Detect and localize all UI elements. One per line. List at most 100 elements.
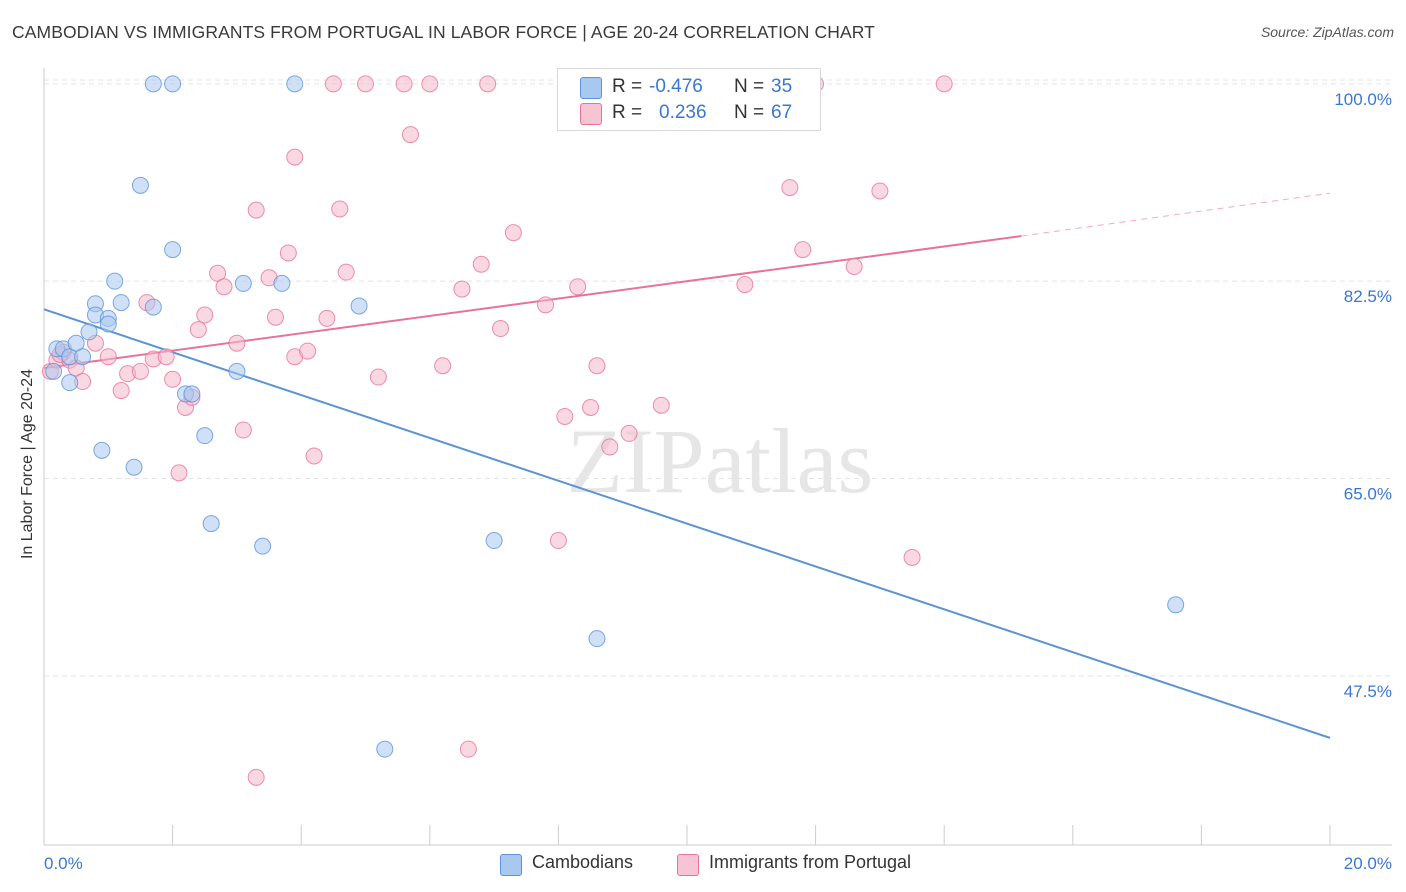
legend-swatch-pink	[677, 854, 699, 876]
data-point	[652, 396, 670, 414]
legend-swatch-pink	[580, 103, 602, 125]
data-point	[196, 427, 214, 445]
data-point	[61, 374, 79, 392]
data-point	[279, 244, 297, 262]
data-point	[485, 532, 503, 550]
y-tick-label: 47.5%	[1344, 682, 1392, 701]
data-point	[247, 201, 265, 219]
legend-swatch-blue	[580, 77, 602, 99]
data-point	[196, 306, 214, 324]
data-point	[215, 278, 233, 296]
data-point	[434, 357, 452, 375]
n-label: N =	[734, 76, 765, 97]
trend-lines	[43, 192, 1331, 739]
data-point	[183, 385, 201, 403]
data-point	[93, 441, 111, 459]
data-point	[106, 272, 124, 290]
r-label: R =	[612, 102, 643, 123]
legend-label: Immigrants from Portugal	[709, 852, 912, 872]
data-point	[228, 362, 246, 380]
gridlines	[44, 79, 1392, 677]
data-point	[112, 294, 130, 312]
r-value: -0.476	[649, 76, 703, 97]
r-value: 0.236	[659, 102, 707, 123]
data-point	[202, 515, 220, 533]
data-point	[131, 176, 149, 194]
data-point	[376, 740, 394, 758]
data-point	[305, 447, 323, 465]
data-point	[479, 75, 497, 93]
data-point	[144, 75, 162, 93]
data-points	[41, 75, 1185, 786]
data-point	[472, 255, 490, 273]
data-point	[845, 258, 863, 276]
data-point	[144, 298, 162, 316]
data-point	[228, 334, 246, 352]
data-point	[337, 263, 355, 281]
data-point	[74, 348, 92, 366]
data-point	[395, 75, 413, 93]
trend-line	[43, 308, 1331, 739]
y-tick-label: 100.0%	[1334, 90, 1392, 109]
data-point	[459, 740, 477, 758]
watermark: ZIPatlas	[567, 410, 874, 512]
data-point	[903, 548, 921, 566]
data-point	[247, 768, 265, 786]
trend-line	[43, 235, 1022, 369]
r-label: R =	[612, 76, 643, 97]
data-point	[234, 274, 252, 292]
data-point	[549, 532, 567, 550]
data-point	[80, 323, 98, 341]
data-point	[350, 297, 368, 315]
data-point	[935, 75, 953, 93]
correlation-legend: R = -0.476 N = 35 R = 0.236 N = 67	[557, 68, 821, 131]
data-point	[273, 274, 291, 292]
n-value: 35	[771, 76, 793, 97]
data-point	[324, 75, 342, 93]
data-point	[189, 321, 207, 339]
data-point	[582, 398, 600, 416]
y-tick-label: 65.0%	[1344, 485, 1392, 504]
data-point	[492, 320, 510, 338]
data-point	[871, 182, 889, 200]
legend-label: Cambodians	[532, 852, 634, 872]
data-point	[99, 315, 117, 333]
source-label: Source: ZipAtlas.com	[1260, 24, 1394, 40]
data-point	[794, 241, 812, 259]
data-point	[318, 309, 336, 327]
data-point	[254, 537, 272, 555]
data-point	[402, 126, 420, 144]
data-point	[369, 368, 387, 386]
tick-labels: 47.5% 65.0% 82.5% 100.0% 0.0% 20.0%	[44, 90, 1392, 873]
data-point	[164, 370, 182, 388]
data-point	[781, 179, 799, 197]
x-tick-label: 0.0%	[44, 854, 83, 873]
y-tick-label: 82.5%	[1344, 287, 1392, 306]
data-point	[620, 424, 638, 442]
x-tick-label: 20.0%	[1344, 854, 1392, 873]
data-point	[299, 342, 317, 360]
data-point	[569, 278, 587, 296]
data-point	[421, 75, 439, 93]
data-point	[157, 348, 175, 366]
data-point	[286, 148, 304, 166]
data-point	[286, 75, 304, 93]
data-point	[170, 464, 188, 482]
data-point	[601, 438, 619, 456]
data-point	[125, 458, 143, 476]
chart-title: CAMBODIAN VS IMMIGRANTS FROM PORTUGAL IN…	[12, 22, 875, 42]
data-point	[99, 348, 117, 366]
axes	[43, 68, 1392, 846]
data-point	[588, 630, 606, 648]
legend-swatch-blue	[500, 854, 522, 876]
data-point	[453, 280, 471, 298]
n-value: 67	[771, 102, 793, 123]
data-point	[331, 200, 349, 218]
data-point	[164, 75, 182, 93]
data-point	[1167, 596, 1185, 614]
data-point	[234, 421, 252, 439]
data-point	[266, 308, 284, 326]
data-point	[504, 224, 522, 242]
data-point	[45, 362, 63, 380]
